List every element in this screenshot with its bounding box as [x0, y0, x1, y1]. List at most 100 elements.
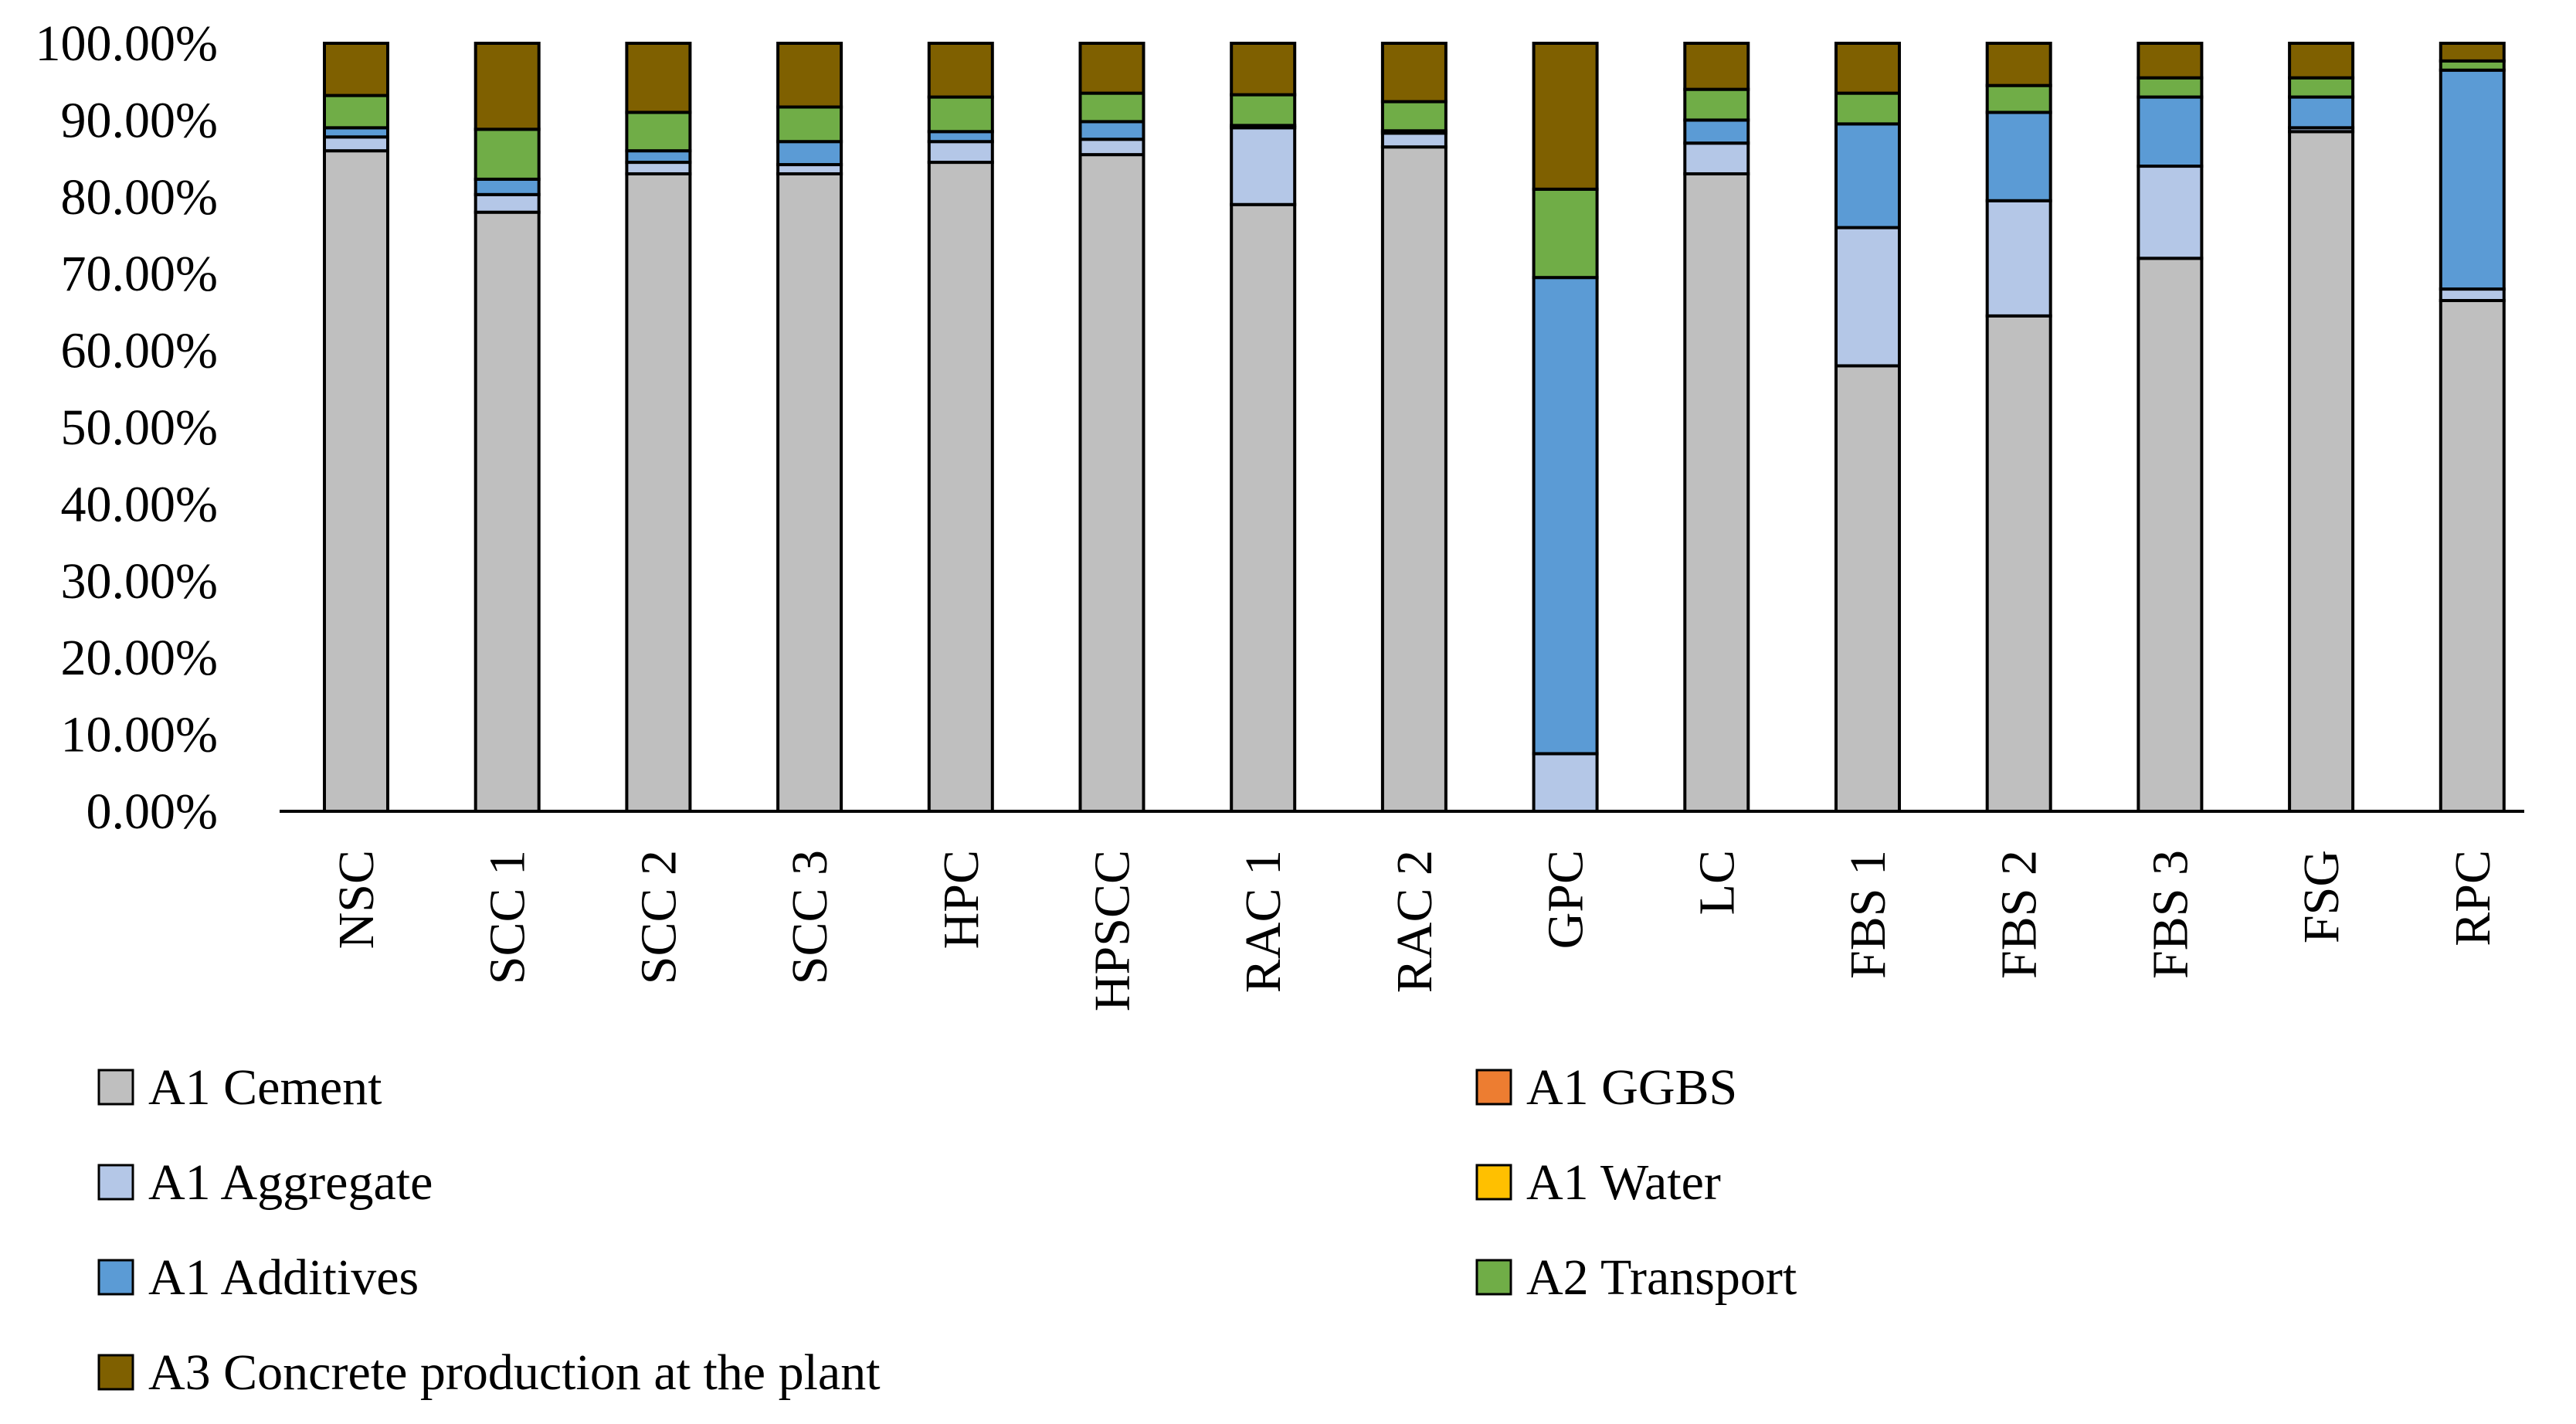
legend-item-a3-concrete-production-at-the-plant: A3 Concrete production at the plant — [97, 1344, 881, 1401]
bar-segment-a1-aggregate — [2136, 165, 2204, 260]
bar-segment-a2-transport — [1078, 91, 1145, 124]
y-tick-label: 30.00% — [61, 553, 218, 610]
bar-segment-a1-additives — [1683, 118, 1750, 145]
bar-stack-fsg — [2288, 42, 2355, 813]
bar-segment-a1-cement — [2136, 257, 2204, 813]
y-tick-label: 70.00% — [61, 246, 218, 302]
legend-item-a1-additives: A1 Additives — [97, 1249, 419, 1306]
bar-segment-a1-additives — [473, 177, 541, 196]
legend-label: A1 Additives — [148, 1249, 419, 1306]
legend-label: A3 Concrete production at the plant — [148, 1344, 881, 1401]
bar-segment-a2-transport — [1380, 100, 1448, 133]
bar-segment-a1-cement — [323, 149, 389, 814]
bar-segment-a3-concrete-production-at-the-plant — [473, 42, 541, 131]
x-tick-label: LC — [1688, 850, 1745, 915]
bar-segment-a1-additives — [2136, 95, 2204, 168]
y-tick-label: 100.00% — [36, 15, 218, 72]
bar-segment-a1-aggregate — [1380, 131, 1448, 149]
legend-item-a1-aggregate: A1 Aggregate — [97, 1154, 433, 1211]
x-tick-label: RPC — [2445, 850, 2501, 947]
legend-swatch — [97, 1259, 134, 1296]
legend-swatch — [97, 1069, 134, 1106]
legend-swatch — [97, 1354, 134, 1391]
bar-segment-a1-cement — [776, 172, 843, 814]
y-tick-label: 60.00% — [61, 323, 218, 379]
legend: A1 Cement A1 GGBS A1 Aggregate A1 Water A1 A… — [97, 1059, 1797, 1401]
bar-stack-fbs-3 — [2136, 42, 2204, 813]
bar-stack-lc — [1683, 42, 1750, 814]
bar-segment-a1-additives — [776, 140, 843, 167]
bars — [323, 42, 2506, 814]
bar-segment-a1-cement — [1230, 202, 1297, 813]
legend-item-a1-cement: A1 Cement — [97, 1059, 382, 1116]
y-tick-label: 90.00% — [61, 92, 218, 148]
bar-segment-a1-cement — [1985, 314, 2052, 813]
bar-segment-a2-transport — [2288, 76, 2355, 99]
bar-segment-a3-concrete-production-at-the-plant — [1078, 42, 1145, 95]
bar-segment-a3-concrete-production-at-the-plant — [2439, 42, 2506, 63]
bar-segment-a2-transport — [323, 93, 389, 130]
legend-label: A1 Aggregate — [148, 1154, 433, 1211]
bar-segment-a1-cement — [1683, 172, 1750, 814]
bar-segment-a1-additives — [1834, 122, 1901, 229]
bar-stack-scc-2 — [625, 42, 692, 814]
x-tick-label: FBS 1 — [1840, 850, 1896, 979]
x-tick-label: SCC 1 — [480, 850, 536, 984]
bar-segment-a1-cement — [2288, 130, 2355, 813]
bar-segment-a2-transport — [2136, 76, 2204, 99]
bar-segment-a1-additives — [2288, 95, 2355, 130]
bar-segment-a2-transport — [1985, 83, 2052, 114]
bar-segment-a2-transport — [625, 110, 692, 153]
bar-segment-a1-aggregate — [1683, 141, 1750, 175]
bar-segment-a1-aggregate — [927, 140, 994, 165]
y-tick-label: 0.00% — [87, 783, 218, 840]
y-tick-label: 50.00% — [61, 399, 218, 456]
y-tick-label: 40.00% — [61, 476, 218, 532]
x-tick-label: RAC 2 — [1386, 850, 1443, 993]
bar-segment-a3-concrete-production-at-the-plant — [1683, 42, 1750, 91]
bar-segment-a1-additives — [1532, 276, 1599, 756]
bar-segment-a3-concrete-production-at-the-plant — [927, 42, 994, 99]
bar-segment-a3-concrete-production-at-the-plant — [2136, 42, 2204, 80]
legend-swatch — [97, 1164, 134, 1201]
bar-segment-a1-aggregate — [1230, 126, 1297, 206]
x-tick-label: FSG — [2293, 850, 2350, 943]
legend-label: A1 Cement — [148, 1059, 382, 1116]
bar-segment-a1-aggregate — [2439, 287, 2506, 302]
bar-segment-a1-aggregate — [1834, 226, 1901, 368]
bar-segment-a3-concrete-production-at-the-plant — [2288, 42, 2355, 80]
x-tick-label: RAC 1 — [1235, 850, 1291, 993]
legend-label: A1 Water — [1526, 1154, 1721, 1211]
bar-stack-hpscc — [1078, 42, 1145, 813]
bar-stack-scc-1 — [473, 42, 541, 813]
bar-segment-a3-concrete-production-at-the-plant — [1834, 42, 1901, 95]
y-tick-label: 20.00% — [61, 630, 218, 686]
y-tick-label: 80.00% — [61, 169, 218, 226]
bar-segment-a3-concrete-production-at-the-plant — [1380, 42, 1448, 104]
bar-stack-scc-3 — [776, 42, 843, 814]
legend-swatch — [1475, 1164, 1512, 1201]
bar-segment-a2-transport — [927, 95, 994, 134]
bar-segment-a2-transport — [1230, 93, 1297, 127]
bar-segment-a1-cement — [473, 210, 541, 813]
bar-stack-rac-1 — [1230, 42, 1297, 813]
bar-segment-a1-cement — [1380, 145, 1448, 813]
bar-segment-a3-concrete-production-at-the-plant — [625, 42, 692, 114]
x-tick-label: SCC 3 — [782, 850, 838, 984]
bar-stack-gpc — [1532, 42, 1599, 814]
bar-segment-a1-additives — [625, 149, 692, 165]
x-tick-label: HPSCC — [1084, 850, 1141, 1011]
x-tick-label: FBS 3 — [2142, 850, 2198, 979]
bar-stack-hpc — [927, 42, 994, 813]
bar-segment-a1-aggregate — [1985, 199, 2052, 318]
bar-segment-a1-cement — [2439, 298, 2506, 813]
legend-item-a1-ggbs: A1 GGBS — [1475, 1059, 1737, 1116]
bar-stack-fbs-1 — [1834, 42, 1901, 814]
bar-segment-a2-transport — [1532, 187, 1599, 280]
x-tick-label: NSC — [328, 850, 385, 949]
bar-segment-a2-transport — [473, 127, 541, 181]
bar-segment-a1-cement — [1078, 153, 1145, 813]
bar-segment-a3-concrete-production-at-the-plant — [323, 42, 389, 97]
x-tick-label: SCC 2 — [630, 850, 687, 984]
